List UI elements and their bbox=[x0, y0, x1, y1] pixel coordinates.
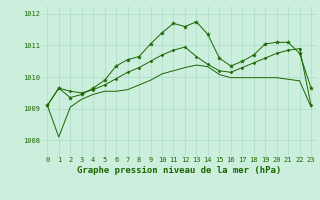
X-axis label: Graphe pression niveau de la mer (hPa): Graphe pression niveau de la mer (hPa) bbox=[77, 166, 281, 175]
